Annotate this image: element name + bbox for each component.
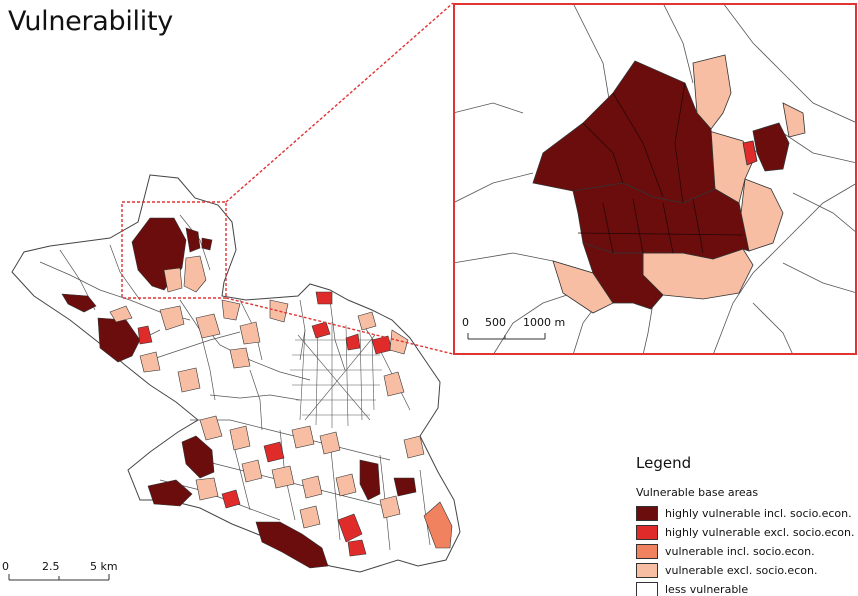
inset-scale-tick-2: 1000 m — [523, 316, 565, 329]
legend-item-less-vulnerable: less vulnerable — [636, 580, 852, 596]
legend: Legend Vulnerable base areas highly vuln… — [636, 454, 855, 596]
main-scale-bar: 0 2.5 5 km — [2, 560, 118, 581]
legend-swatch — [636, 544, 658, 559]
legend-label: highly vulnerable incl. socio.econ. — [665, 507, 852, 520]
legend-title: Legend — [636, 454, 692, 472]
main-scale-tick-0: 0 — [2, 560, 9, 573]
main-scale-tick-2: 5 km — [90, 560, 118, 573]
inset-areas-highly-incl — [532, 60, 790, 310]
legend-label: vulnerable excl. socio.econ. — [665, 564, 818, 577]
areas-highly-excl — [137, 291, 393, 557]
legend-swatch — [636, 506, 658, 521]
inset-connector-bottom — [225, 297, 454, 355]
legend-item-vulnerable-excl: vulnerable excl. socio.econ. — [636, 561, 852, 580]
inset-areas-vulnerable-excl — [552, 54, 806, 314]
inset-scale-bar: 0 500 1000 m — [462, 316, 565, 340]
main-scale-tick-1: 2.5 — [42, 560, 60, 573]
city-outline — [11, 174, 461, 573]
inset-connector-top — [225, 2, 454, 203]
legend-label: vulnerable incl. socio.econ. — [665, 545, 815, 558]
city-centre-grid — [290, 322, 382, 428]
legend-label: less vulnerable — [665, 583, 749, 596]
inset-areas-highly-excl — [742, 140, 758, 166]
inset-scale-tick-0: 0 — [462, 316, 469, 329]
areas-vulnerable-incl — [423, 501, 453, 549]
inset-map: 0 500 1000 m — [453, 3, 857, 355]
legend-item-highly-excl: highly vulnerable excl. socio.econ. — [636, 523, 855, 542]
legend-swatch — [636, 525, 658, 540]
legend-swatch — [636, 563, 658, 578]
legend-item-highly-incl: highly vulnerable incl. socio.econ. — [636, 504, 852, 523]
page-title: Vulnerability — [8, 6, 173, 37]
legend-subtitle: Vulnerable base areas — [636, 486, 759, 499]
areas-highly-incl — [61, 217, 417, 569]
inset-dark-subdivisions — [577, 82, 744, 254]
inset-scale-tick-1: 500 — [485, 316, 506, 329]
inset-frame — [453, 3, 857, 355]
areas-vulnerable-excl — [109, 255, 425, 529]
legend-swatch — [636, 582, 658, 596]
legend-label: highly vulnerable excl. socio.econ. — [665, 526, 855, 539]
legend-item-vulnerable-incl: vulnerable incl. socio.econ. — [636, 542, 852, 561]
inset-marker-box — [121, 201, 227, 299]
